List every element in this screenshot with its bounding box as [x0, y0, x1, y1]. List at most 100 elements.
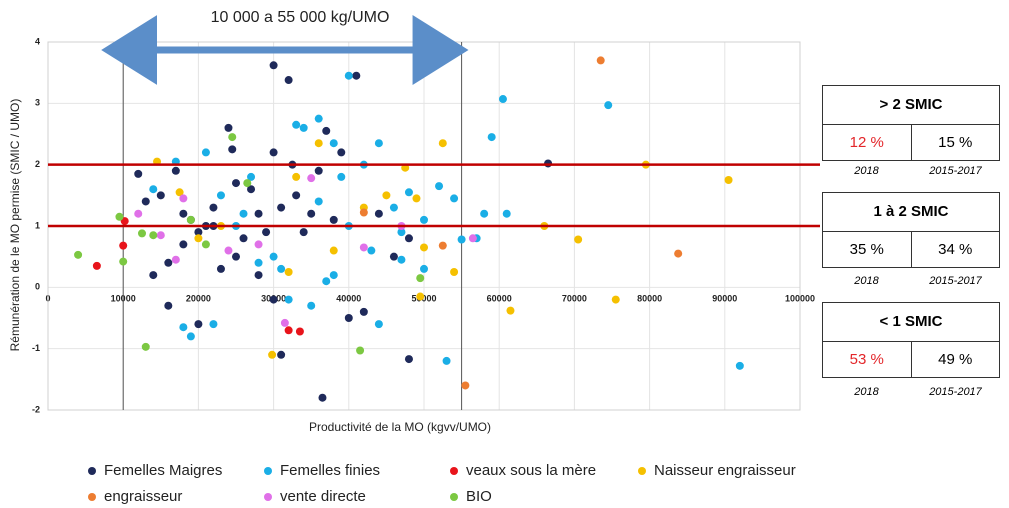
legend-label: Femelles Maigres — [104, 462, 222, 479]
year-label: 2015-2017 — [929, 275, 982, 287]
x-tick-label: 60000 — [487, 294, 512, 304]
point — [382, 191, 391, 200]
point — [611, 295, 620, 304]
point — [228, 133, 237, 142]
point — [194, 320, 203, 329]
point — [506, 306, 515, 315]
point — [254, 258, 263, 267]
point — [280, 318, 289, 327]
table-box: < 1 SMIC 53 % 49 % — [822, 302, 1000, 378]
y-tick-label: -2 — [32, 404, 40, 414]
point — [735, 361, 744, 370]
point — [194, 228, 203, 237]
table-cell: 49 % — [910, 342, 1000, 377]
x-tick-label: 40000 — [336, 294, 361, 304]
point — [420, 264, 428, 273]
point — [329, 139, 338, 148]
point — [307, 301, 316, 310]
point — [374, 320, 383, 329]
point — [201, 148, 210, 157]
point — [232, 179, 240, 188]
point — [134, 209, 143, 218]
point — [450, 194, 459, 203]
year-label: 2018 — [854, 165, 879, 177]
point — [404, 188, 413, 197]
point — [352, 71, 361, 80]
point — [450, 268, 459, 276]
y-tick-label: 1 — [35, 220, 40, 230]
point — [194, 234, 203, 243]
point — [216, 264, 225, 273]
y-tick-label: 0 — [35, 282, 40, 292]
point — [141, 342, 150, 351]
point — [269, 61, 278, 70]
point — [209, 203, 218, 212]
point — [292, 172, 301, 181]
point — [156, 231, 165, 240]
point — [284, 295, 293, 304]
point — [416, 292, 425, 301]
point — [209, 320, 218, 329]
table-cell: 35 % — [849, 241, 884, 258]
point — [299, 228, 308, 237]
point — [269, 295, 278, 304]
point — [247, 185, 256, 194]
year-label: 2015-2017 — [929, 386, 982, 398]
legend-marker — [450, 493, 458, 501]
point — [164, 258, 173, 267]
year-label: 2018 — [854, 275, 879, 287]
point — [359, 307, 368, 316]
point — [438, 241, 447, 250]
point — [224, 246, 233, 255]
point — [356, 346, 365, 355]
point — [299, 123, 308, 132]
point — [322, 126, 331, 135]
point — [292, 120, 301, 129]
table-header: > 2 SMIC — [823, 86, 999, 125]
point — [115, 212, 124, 221]
point — [374, 139, 383, 148]
point — [420, 243, 428, 252]
point — [228, 145, 237, 154]
point — [412, 194, 421, 203]
legend-marker — [88, 493, 96, 501]
point — [724, 176, 733, 184]
point — [314, 139, 323, 148]
point — [337, 172, 346, 181]
x-axis-label: Productivité de la MO (kgvv/UMO) — [309, 420, 491, 434]
legend-label: veaux sous la mère — [466, 462, 596, 479]
point — [254, 240, 263, 249]
point — [247, 172, 256, 181]
table-cell: 34 % — [910, 232, 1000, 267]
legend-marker — [638, 467, 646, 475]
legend-label: engraisseur — [104, 488, 182, 505]
point — [367, 246, 376, 255]
point — [224, 123, 233, 132]
point — [239, 234, 248, 243]
point — [179, 323, 188, 332]
point — [171, 255, 180, 264]
point — [92, 261, 101, 270]
table-box: > 2 SMIC 12 % 15 % — [822, 85, 1000, 161]
year-label: 2015-2017 — [929, 165, 982, 177]
point — [269, 252, 278, 261]
point — [344, 71, 353, 80]
x-tick-label: 50000 — [411, 294, 436, 304]
point — [175, 188, 184, 197]
point — [284, 326, 293, 335]
point — [314, 197, 323, 206]
point — [416, 274, 425, 283]
point — [149, 271, 158, 280]
table-header: 1 à 2 SMIC — [823, 193, 999, 232]
point — [397, 255, 406, 264]
point — [307, 209, 316, 218]
point — [232, 252, 240, 261]
point — [502, 209, 511, 218]
point — [389, 252, 398, 261]
point — [468, 234, 477, 243]
point — [141, 197, 150, 206]
x-tick-label: 20000 — [186, 294, 211, 304]
point — [420, 215, 428, 224]
point — [243, 179, 252, 188]
